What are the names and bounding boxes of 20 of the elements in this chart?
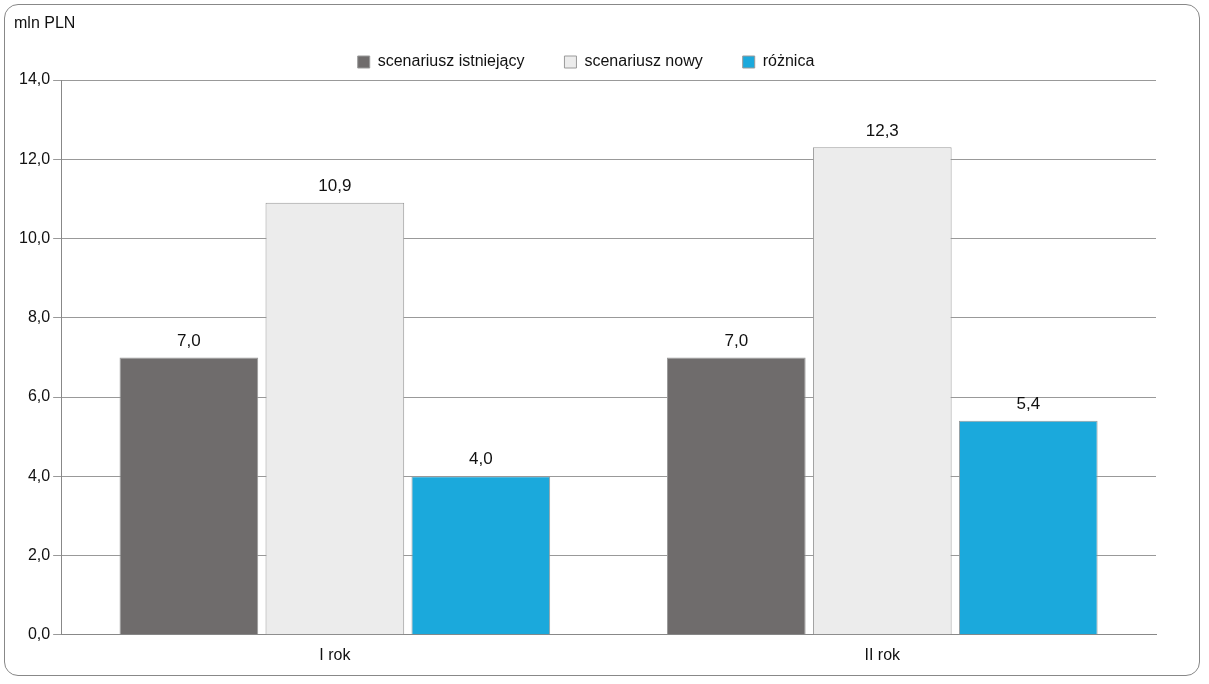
legend-label: scenariusz nowy (584, 52, 703, 70)
data-label: 7,0 (724, 330, 749, 350)
y-tick-label: 4,0 (27, 466, 51, 484)
y-tick-label: 6,0 (27, 387, 51, 405)
y-tick-label: 12,0 (19, 149, 51, 167)
y-tick-label: 2,0 (27, 545, 51, 563)
legend-label: różnica (762, 52, 815, 70)
y-tick-label: 10,0 (19, 228, 51, 246)
data-label: 5,4 (1016, 393, 1041, 413)
data-label: 4,0 (469, 449, 493, 469)
data-label: 12,3 (865, 120, 899, 140)
x-tick-label: II rok (864, 645, 902, 663)
y-tick-label: 0,0 (27, 625, 51, 643)
y-tick-label: 14,0 (19, 70, 51, 88)
y-tick-label: 8,0 (27, 308, 51, 326)
legend-label: scenariusz istniejący (377, 52, 525, 70)
data-label: 7,0 (177, 330, 201, 350)
x-tick-label: I rok (319, 645, 352, 663)
y-axis-title: mln PLN (14, 14, 76, 32)
data-label: 10,9 (318, 176, 352, 196)
